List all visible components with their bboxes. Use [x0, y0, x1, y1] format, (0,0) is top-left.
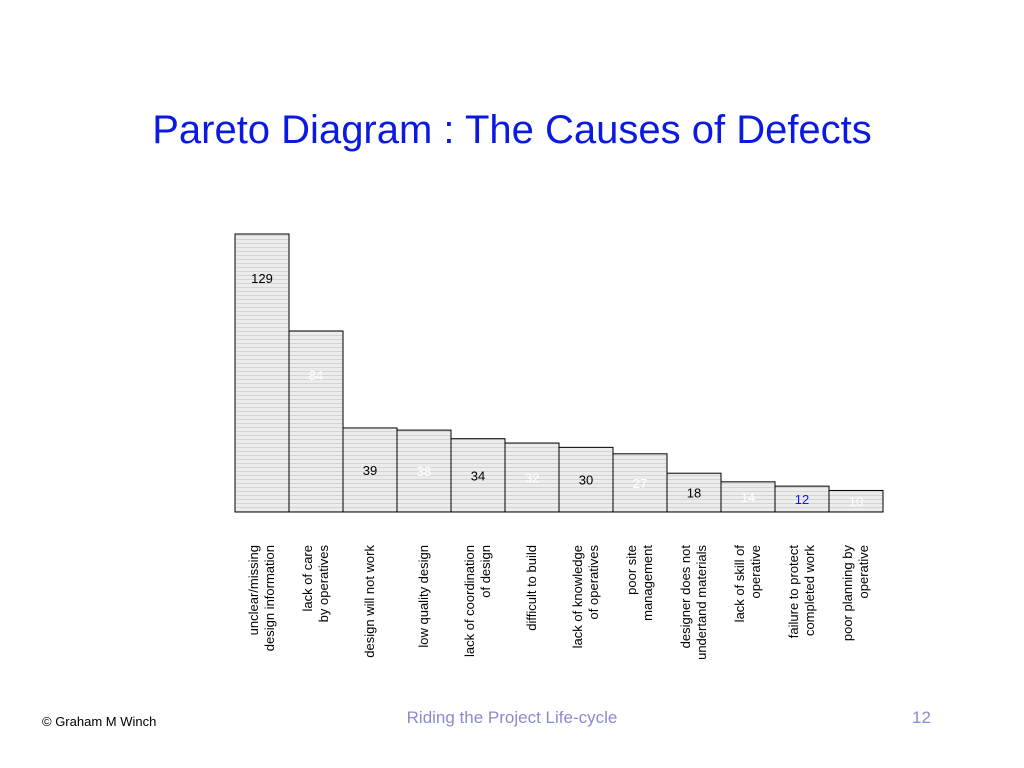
- bar-9: [666, 472, 722, 513]
- category-label-6: difficult to build: [524, 545, 539, 631]
- category-label-11: failure to protectcompleted work: [786, 545, 817, 639]
- value-label-3: 39: [363, 463, 377, 478]
- category-label-4: low quality design: [416, 545, 431, 648]
- bar-1: [234, 233, 290, 513]
- value-labels-group: 129 84 39 38 34 32 30 27 18 14 12 10: [251, 271, 863, 509]
- category-label-12: poor planning byoperative: [840, 545, 871, 642]
- value-label-8: 27: [633, 476, 647, 491]
- bars-group: [234, 233, 884, 513]
- footer-title: Riding the Project Life-cycle: [406, 708, 618, 727]
- value-label-2: 84: [309, 368, 323, 383]
- bar-11: [774, 485, 830, 513]
- category-label-5: lack of coordinationof design: [462, 545, 493, 657]
- bar-2: [288, 330, 344, 513]
- category-label-10: lack of skill ofoperative: [732, 545, 763, 623]
- category-label-8: poor sitemanagement: [624, 545, 655, 621]
- bar-10: [720, 481, 776, 513]
- value-label-12: 10: [849, 494, 863, 509]
- category-label-9: designer does notundertand materials: [678, 545, 709, 660]
- value-label-11: 12: [795, 492, 809, 507]
- value-label-10: 14: [741, 490, 755, 505]
- value-label-6: 32: [525, 471, 539, 486]
- value-label-1: 129: [251, 271, 273, 286]
- value-label-5: 34: [471, 468, 485, 483]
- page-number: 12: [912, 708, 931, 727]
- bar-3: [342, 427, 398, 513]
- slide-title: Pareto Diagram : The Causes of Defects: [152, 108, 872, 152]
- value-label-9: 18: [687, 486, 701, 501]
- bar-5: [450, 438, 506, 513]
- category-label-1: unclear/missingdesign information: [246, 545, 277, 651]
- copyright-text: © Graham M Winch: [42, 714, 157, 729]
- bar-12: [828, 489, 884, 513]
- category-label-7: lack of knowledgeof operatives: [570, 545, 601, 649]
- bar-4: [396, 429, 452, 513]
- category-label-3: design will not work: [362, 545, 377, 658]
- category-label-2: lack of careby operatives: [300, 545, 331, 623]
- category-labels-group: unclear/missingdesign information lack of…: [246, 545, 871, 660]
- bar-6: [504, 442, 560, 513]
- bar-7: [558, 446, 614, 513]
- value-label-7: 30: [579, 473, 593, 488]
- value-label-4: 38: [417, 464, 431, 479]
